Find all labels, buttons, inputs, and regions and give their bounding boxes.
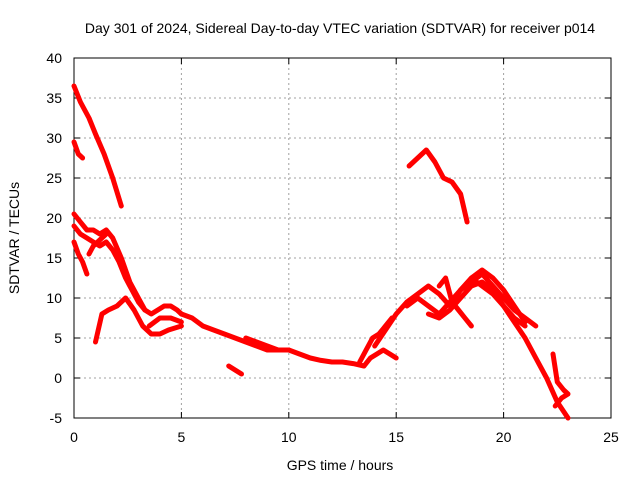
- y-tick-label: 5: [54, 330, 62, 346]
- series-arc-9: [178, 311, 367, 369]
- plot-area-frame: [73, 57, 612, 419]
- series-arc-8: [146, 315, 184, 329]
- y-tick-label: 20: [46, 210, 62, 226]
- x-tick-label: 25: [603, 429, 619, 445]
- series-arc-13: [361, 347, 399, 369]
- axis-ticks: 0 5 10 15 20 25 -5 0 5 10 15 20 25 30 35 40: [46, 50, 619, 445]
- grid-lines: [74, 58, 611, 418]
- x-axis-label: GPS time / hours: [287, 457, 394, 473]
- y-tick-label: 40: [46, 50, 62, 66]
- series-arc-16: [425, 279, 571, 421]
- y-tick-label: 35: [46, 90, 62, 106]
- series-arc-19: [406, 147, 470, 225]
- x-tick-label: 10: [281, 429, 297, 445]
- y-tick-label: 10: [46, 290, 62, 306]
- series-arc-2: [71, 139, 86, 161]
- series-arc-1: [71, 83, 124, 209]
- series-arc-6: [86, 231, 109, 257]
- y-tick-label: -5: [50, 410, 63, 426]
- y-tick-label: 15: [46, 250, 62, 266]
- series-arc-7: [93, 295, 184, 345]
- series-arc-20: [550, 351, 571, 409]
- series-arc-4: [71, 223, 148, 313]
- series-arc-11: [226, 363, 244, 377]
- series-arc-17: [436, 275, 474, 329]
- chart-title: Day 301 of 2024, Sidereal Day-to-day VTE…: [85, 20, 595, 36]
- x-tick-label: 5: [178, 429, 186, 445]
- x-tick-label: 20: [496, 429, 512, 445]
- x-tick-label: 15: [388, 429, 404, 445]
- series-arc-14: [372, 271, 539, 349]
- y-tick-label: 0: [54, 370, 62, 386]
- data-series: [71, 83, 571, 421]
- y-tick-label: 30: [46, 130, 62, 146]
- y-tick-label: 25: [46, 170, 62, 186]
- series-arc-18: [458, 267, 528, 325]
- series-arc-10: [243, 335, 292, 353]
- y-axis-label: SDTVAR / TECUs: [6, 182, 22, 294]
- series-arc-5: [71, 239, 90, 277]
- x-tick-label: 0: [70, 429, 78, 445]
